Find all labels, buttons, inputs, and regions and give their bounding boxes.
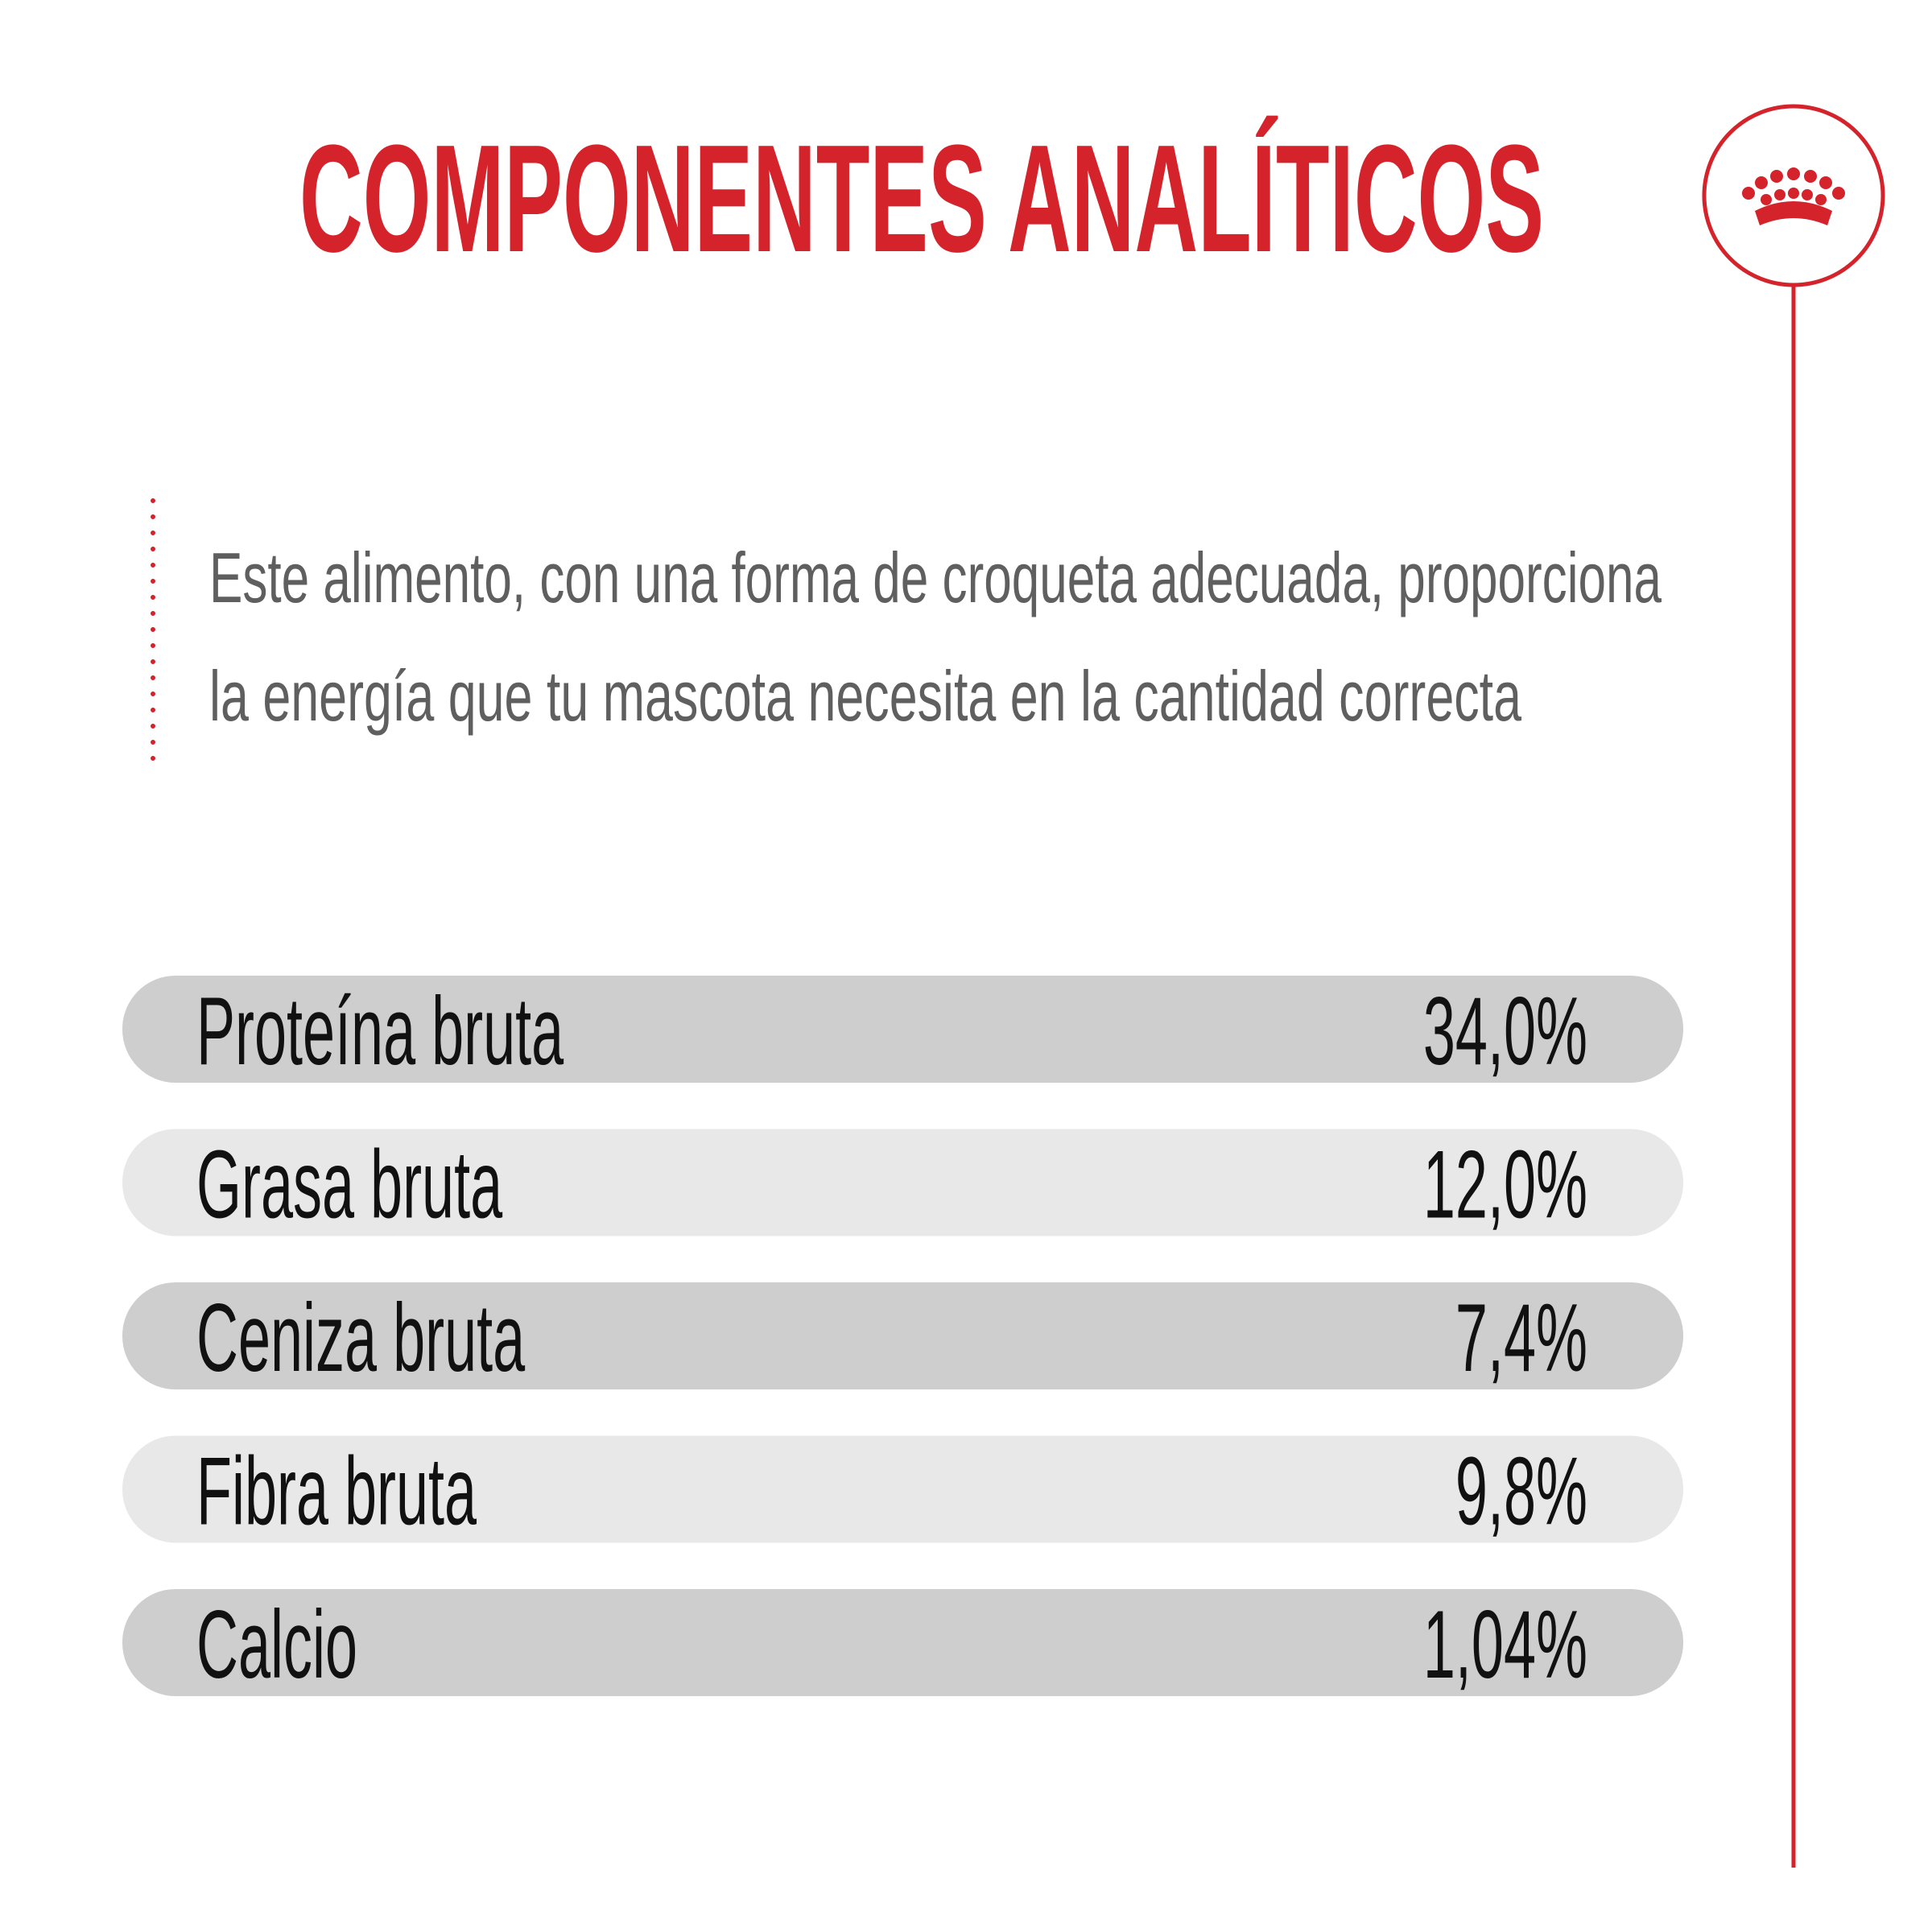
row-label: Ceniza bruta	[196, 1283, 526, 1392]
table: Proteína bruta 34,0% Grasa bruta 12,0% Ceniz…	[122, 976, 1683, 1698]
logo	[1702, 104, 1885, 1868]
row-value: 1,04%	[1423, 1590, 1587, 1699]
table-row	[122, 976, 1683, 1083]
row-value: 7,4%	[1455, 1283, 1587, 1392]
row-label: Grasa bruta	[196, 1129, 503, 1238]
row-value: 34,0%	[1423, 976, 1587, 1085]
table-row	[122, 1129, 1683, 1236]
crown	[1742, 167, 1845, 225]
row-value: 12,0%	[1423, 1129, 1587, 1238]
title: COMPONENTES ANALÍTICOS	[299, 114, 1544, 284]
row-label: Calcio	[196, 1590, 357, 1699]
row-value: 9,8%	[1455, 1436, 1587, 1545]
row-label: Fibra bruta	[196, 1436, 477, 1545]
table-row	[122, 1435, 1683, 1543]
row-label: Proteína bruta	[196, 976, 564, 1085]
table-row	[122, 1589, 1683, 1696]
description-line: la energía que tu mascota necesita en la…	[209, 656, 1521, 736]
table-row	[122, 1282, 1683, 1389]
description-line: Este alimento, con una forma de croqueta…	[209, 538, 1662, 617]
